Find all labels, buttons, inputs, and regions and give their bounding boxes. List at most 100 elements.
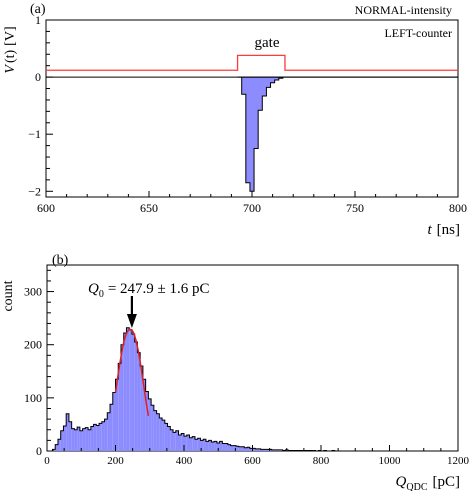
panel-a: (a) 600 650 700 750 800 −2 −1 0 1 NORMAL-intens… <box>3 2 467 238</box>
histogram-bin <box>236 446 239 451</box>
peak-annotation: Q0 = 247.9 ± 1.6 pC <box>88 281 210 300</box>
histogram-bin <box>211 441 215 451</box>
histogram-bin <box>175 430 179 451</box>
histogram-bin <box>249 448 253 451</box>
histogram-bin <box>233 445 237 451</box>
peak-annotation-sub: 0 <box>99 289 104 300</box>
gaussian-fit <box>114 328 150 417</box>
x-axis-ticks: 600 650 700 750 800 <box>37 191 467 215</box>
histogram-bin <box>263 449 267 451</box>
annotation-intensity: NORMAL-intensity <box>355 3 452 17</box>
y-axis-label-var: V <box>3 64 18 74</box>
histogram-bin <box>52 449 56 451</box>
histogram-bin <box>241 446 245 451</box>
histogram-bin <box>186 435 190 451</box>
histogram-bin <box>266 449 269 451</box>
histogram-bin <box>208 440 212 451</box>
histogram-bin <box>88 429 91 451</box>
x-tick-label: 1000 <box>379 455 402 467</box>
histogram-bin <box>110 404 113 451</box>
histogram-bin <box>274 449 278 451</box>
histogram-bin <box>214 441 217 451</box>
signal-waveform <box>237 76 458 192</box>
y-tick-label: 200 <box>24 338 42 352</box>
histogram-bin <box>203 439 206 451</box>
histogram-bin <box>96 425 100 451</box>
histogram-bin <box>126 327 130 451</box>
fit-curve <box>114 328 150 417</box>
y-tick-label: 1 <box>35 13 41 27</box>
histogram-bin <box>268 449 272 451</box>
histogram-bin <box>93 424 97 451</box>
histogram-bin <box>230 445 234 451</box>
histogram-bin <box>55 444 58 451</box>
histogram-bin <box>271 449 275 451</box>
histogram-bin <box>148 398 152 451</box>
panel-b-label: (b) <box>52 253 69 268</box>
histogram-outline <box>47 327 458 452</box>
gate-line <box>46 54 458 71</box>
histogram-bin <box>277 449 280 451</box>
histogram-bin <box>184 436 187 451</box>
histogram-bin <box>85 427 89 451</box>
y-tick-label: 0 <box>35 70 41 84</box>
histogram-bin <box>225 443 228 451</box>
histogram-bin <box>82 428 86 451</box>
histogram-bin <box>244 447 248 451</box>
x-axis-label: t [ns] <box>428 222 461 238</box>
y-axis-label-unit: [V] <box>3 26 18 45</box>
histogram-bin <box>192 436 195 451</box>
histogram-bin <box>60 430 64 451</box>
histogram-bin <box>118 363 121 451</box>
histogram-bin <box>167 426 171 451</box>
histogram-bin <box>57 439 61 451</box>
x-axis-label-var: t <box>428 222 433 238</box>
x-tick-label: 600 <box>37 201 55 215</box>
histogram-bin <box>74 429 78 451</box>
x-axis-label-unit: [pC] <box>433 474 461 490</box>
histogram-bin <box>159 418 163 451</box>
histogram-bin <box>142 379 146 451</box>
histogram <box>47 327 458 452</box>
y-axis-ticks: −2 −1 0 1 <box>28 13 53 198</box>
histogram-bin <box>173 432 176 451</box>
signal-area <box>237 76 458 192</box>
histogram-bin <box>194 439 198 451</box>
histogram-bin <box>120 344 124 451</box>
histogram-bin <box>140 365 143 451</box>
x-axis-label-var: Q <box>396 474 407 490</box>
histogram-bin <box>205 441 209 451</box>
y-tick-label: 0 <box>36 444 42 458</box>
histogram-bin <box>197 438 201 451</box>
x-tick-label: 750 <box>346 201 364 215</box>
histogram-bin <box>77 427 80 451</box>
histogram-bin <box>227 444 231 451</box>
x-axis-label: QQDC [pC] <box>396 474 460 491</box>
gate-window <box>46 54 458 71</box>
histogram-bin <box>112 392 116 451</box>
x-tick-label: 200 <box>107 455 124 467</box>
peak-arrow <box>126 296 137 328</box>
histogram-bin <box>189 437 193 451</box>
histogram-bin <box>104 419 108 451</box>
histogram-bin <box>99 423 102 451</box>
x-axis-label-unit: [ns] <box>437 222 460 238</box>
histogram-bin <box>151 405 154 451</box>
histogram-bin <box>181 433 184 451</box>
histogram-bin <box>170 429 174 451</box>
histogram-bin <box>162 420 165 451</box>
histogram-bin <box>247 447 250 451</box>
histogram-bin <box>63 426 67 451</box>
histogram-bin <box>115 379 119 451</box>
y-tick-label: −1 <box>28 127 41 141</box>
histogram-bin <box>153 410 157 451</box>
annotation-counter: LEFT-counter <box>384 26 452 40</box>
y-axis-label: V(t) [V] <box>3 26 18 73</box>
panel-a-label: (a) <box>30 2 46 17</box>
histogram-bin <box>257 448 261 451</box>
histogram-bin <box>131 334 135 451</box>
histogram-bin <box>123 333 127 451</box>
histogram-bin <box>145 391 149 451</box>
